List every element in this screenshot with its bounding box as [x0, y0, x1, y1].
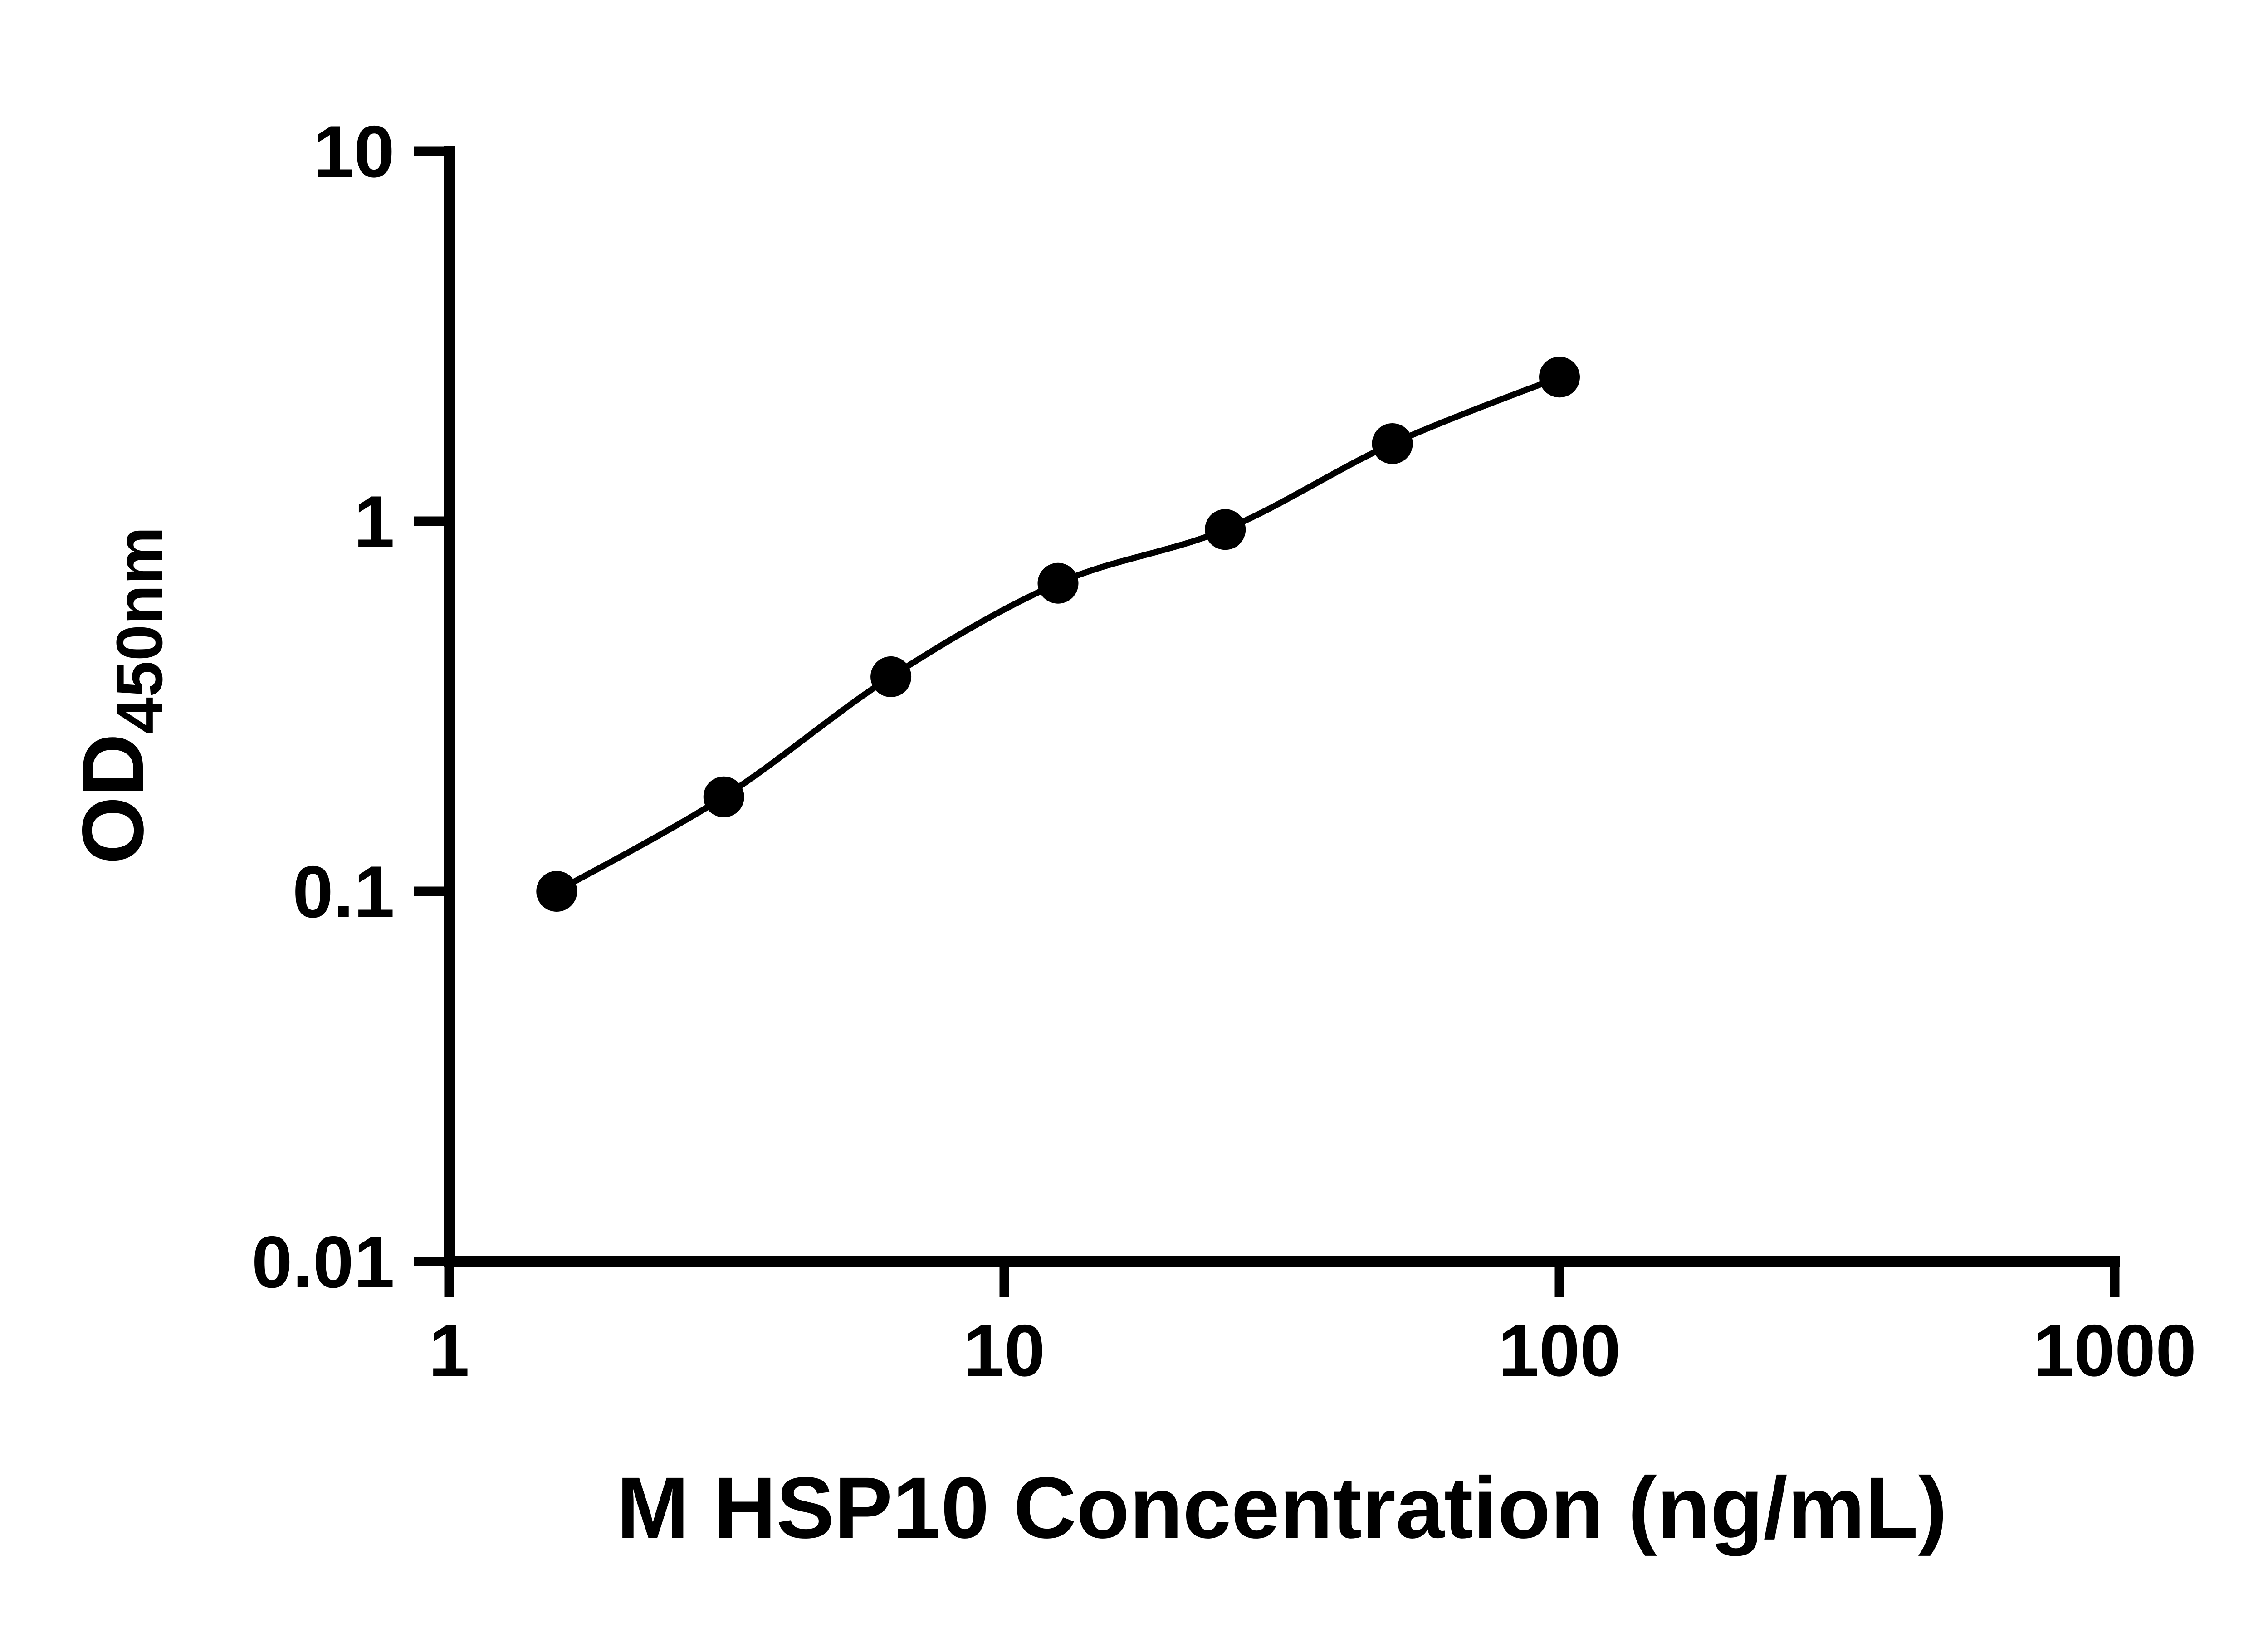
- plot-area: 1 10 100 1000 0.01 0.1 1 10: [252, 111, 2197, 1392]
- y-axis-title: OD450nm: [64, 527, 176, 864]
- data-point: [870, 656, 912, 697]
- data-point: [1372, 423, 1413, 464]
- x-tick-label: 10: [963, 1310, 1045, 1392]
- data-point: [1205, 509, 1246, 550]
- x-tick-label: 100: [1498, 1310, 1621, 1392]
- y-axis-title-main: OD: [64, 733, 161, 864]
- y-tick-label: 1: [354, 481, 395, 563]
- data-point: [703, 776, 744, 817]
- data-point: [1037, 562, 1079, 604]
- x-tick-label: 1: [429, 1310, 469, 1392]
- y-tick-label: 10: [313, 111, 395, 193]
- data-point: [536, 871, 577, 912]
- y-axis-title-subscript: 450nm: [103, 527, 176, 733]
- data-point: [1539, 357, 1580, 398]
- y-tick-label: 0.1: [293, 851, 395, 933]
- x-tick-label: 1000: [2033, 1310, 2196, 1392]
- y-tick-label: 0.01: [252, 1221, 395, 1303]
- x-axis-title: M HSP10 Concentration (ng/mL): [616, 1459, 1947, 1556]
